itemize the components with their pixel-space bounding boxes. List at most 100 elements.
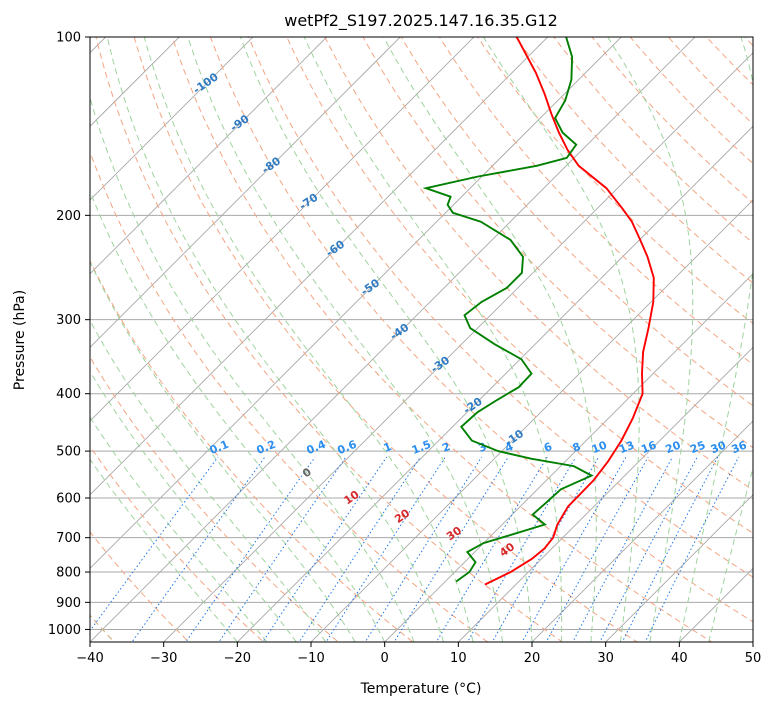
moist-adiabat-line [143,37,474,642]
x-tick-label: 0 [381,651,389,666]
x-tick-label: 20 [524,651,541,666]
y-tick-label: 200 [56,209,81,224]
dry-adiabat-line [515,37,753,284]
y-tick-label: 800 [56,566,81,581]
mixing-ratio-line [298,456,421,642]
x-axis-ticks: −40 −30 −20 −10 0 10 20 30 40 50 [76,642,761,666]
mixing-ratio-line [325,456,446,642]
mixing-ratio-label: 13 [617,439,636,457]
dry-adiabat-line [400,37,753,407]
isotherm-line [90,37,475,422]
mixing-ratio-label: 20 [664,438,683,456]
moist-adiabats [90,37,753,642]
x-tick-label: 10 [450,651,467,666]
mixing-ratio-label: 25 [688,439,707,457]
moist-adiabat-line [90,319,327,642]
mixing-ratio-label: 16 [639,438,658,456]
moist-adiabat-line [607,37,694,642]
moist-adiabat-line [90,416,268,642]
mixing-ratio-lines [90,456,740,642]
isotherm-line [90,37,401,348]
mixing-ratio-label: 8 [571,440,583,455]
y-axis-ticks: 1000 900 800 700 600 500 400 300 200 100 [48,31,90,638]
x-axis-label: Temperature (°C) [360,681,482,697]
moist-adiabat-line [239,37,533,642]
x-tick-label: −20 [224,651,251,666]
mixing-ratio-line [393,456,509,642]
mixing-ratio-label: 36 [730,438,749,456]
dry-adiabat-line [248,37,753,578]
chart-title: wetPf2_S197.2025.147.16.35.G12 [284,11,558,31]
y-tick-label: 600 [56,492,81,507]
isotherm-line [163,52,753,642]
mixing-ratio-line [131,456,266,642]
moist-adiabat-line [90,458,238,642]
moist-adiabat-line [90,370,297,642]
isotherm-line [384,273,753,642]
mixing-ratio-line [621,456,719,642]
isotherm-line [605,494,753,642]
mixing-ratio-line [545,456,649,642]
dry-adiabat-line [324,37,753,491]
y-tick-label: 900 [56,596,81,611]
mixing-ratio-line [90,456,219,632]
y-tick-label: 500 [56,445,81,460]
dry-adiabat-line [171,37,713,642]
series-line-temperature [484,37,655,586]
moist-adiabat-line [90,96,415,642]
dry-adiabats [90,37,753,642]
moist-adiabat-line [482,37,640,642]
dry-adiabat-line [209,37,753,623]
sounding-series [422,37,655,586]
isotherm-line [90,37,549,496]
mixing-ratio-line [599,456,698,642]
x-tick-label: −30 [150,651,177,666]
isotherm-gridlines [90,37,753,642]
mixing-ratio-line [491,456,600,642]
isotherm-line [457,346,753,642]
isotherm-line [531,420,753,642]
y-axis-label: Pressure (hPa) [12,290,28,390]
mixing-ratio-label: 3 [476,440,488,455]
moist-adiabat-line [90,189,386,642]
x-tick-label: −10 [297,651,324,666]
mixing-ratio-line [644,456,740,642]
mixing-ratio-line [185,456,316,642]
y-tick-label: 1000 [48,623,81,638]
dry-adiabat-line [90,531,190,642]
isotherm-line [90,37,622,570]
mixing-ratio-line [262,456,388,642]
x-tick-label: 50 [745,651,762,666]
y-tick-label: 700 [56,531,81,546]
mixing-ratio-label: 2 [440,440,452,455]
y-tick-label: 300 [56,313,81,328]
mixing-ratio-line [572,456,673,642]
y-tick-label: 100 [56,31,81,46]
mixing-ratio-line [521,456,627,642]
mixing-ratio-label: 10 [590,438,609,456]
dry-adiabat-line [133,37,638,642]
moist-adiabat-line [383,37,597,642]
mixing-ratio-label: 1 [382,440,394,455]
isotherm-line [310,199,753,642]
x-tick-label: −40 [76,651,103,666]
dry-adiabat-line [90,259,414,642]
moist-adiabat-line [303,37,563,642]
dry-adiabat-line [286,37,753,534]
dry-adiabat-line [362,37,753,449]
mixing-ratio-label: 30 [709,438,728,456]
moist-adiabat-line [90,260,356,642]
dry-adiabat-line [90,356,340,642]
isotherm-line [90,37,328,275]
isotherm-line [236,125,753,642]
moist-adiabat-line [708,466,753,642]
dry-adiabat-line [591,37,753,204]
dry-adiabat-line [553,37,753,244]
series-line-dewpoint [422,37,594,583]
plot-frame [89,36,754,643]
moist-adiabat-line [187,37,503,642]
y-tick-label: 400 [56,387,81,402]
moist-adiabat-line [678,37,753,642]
